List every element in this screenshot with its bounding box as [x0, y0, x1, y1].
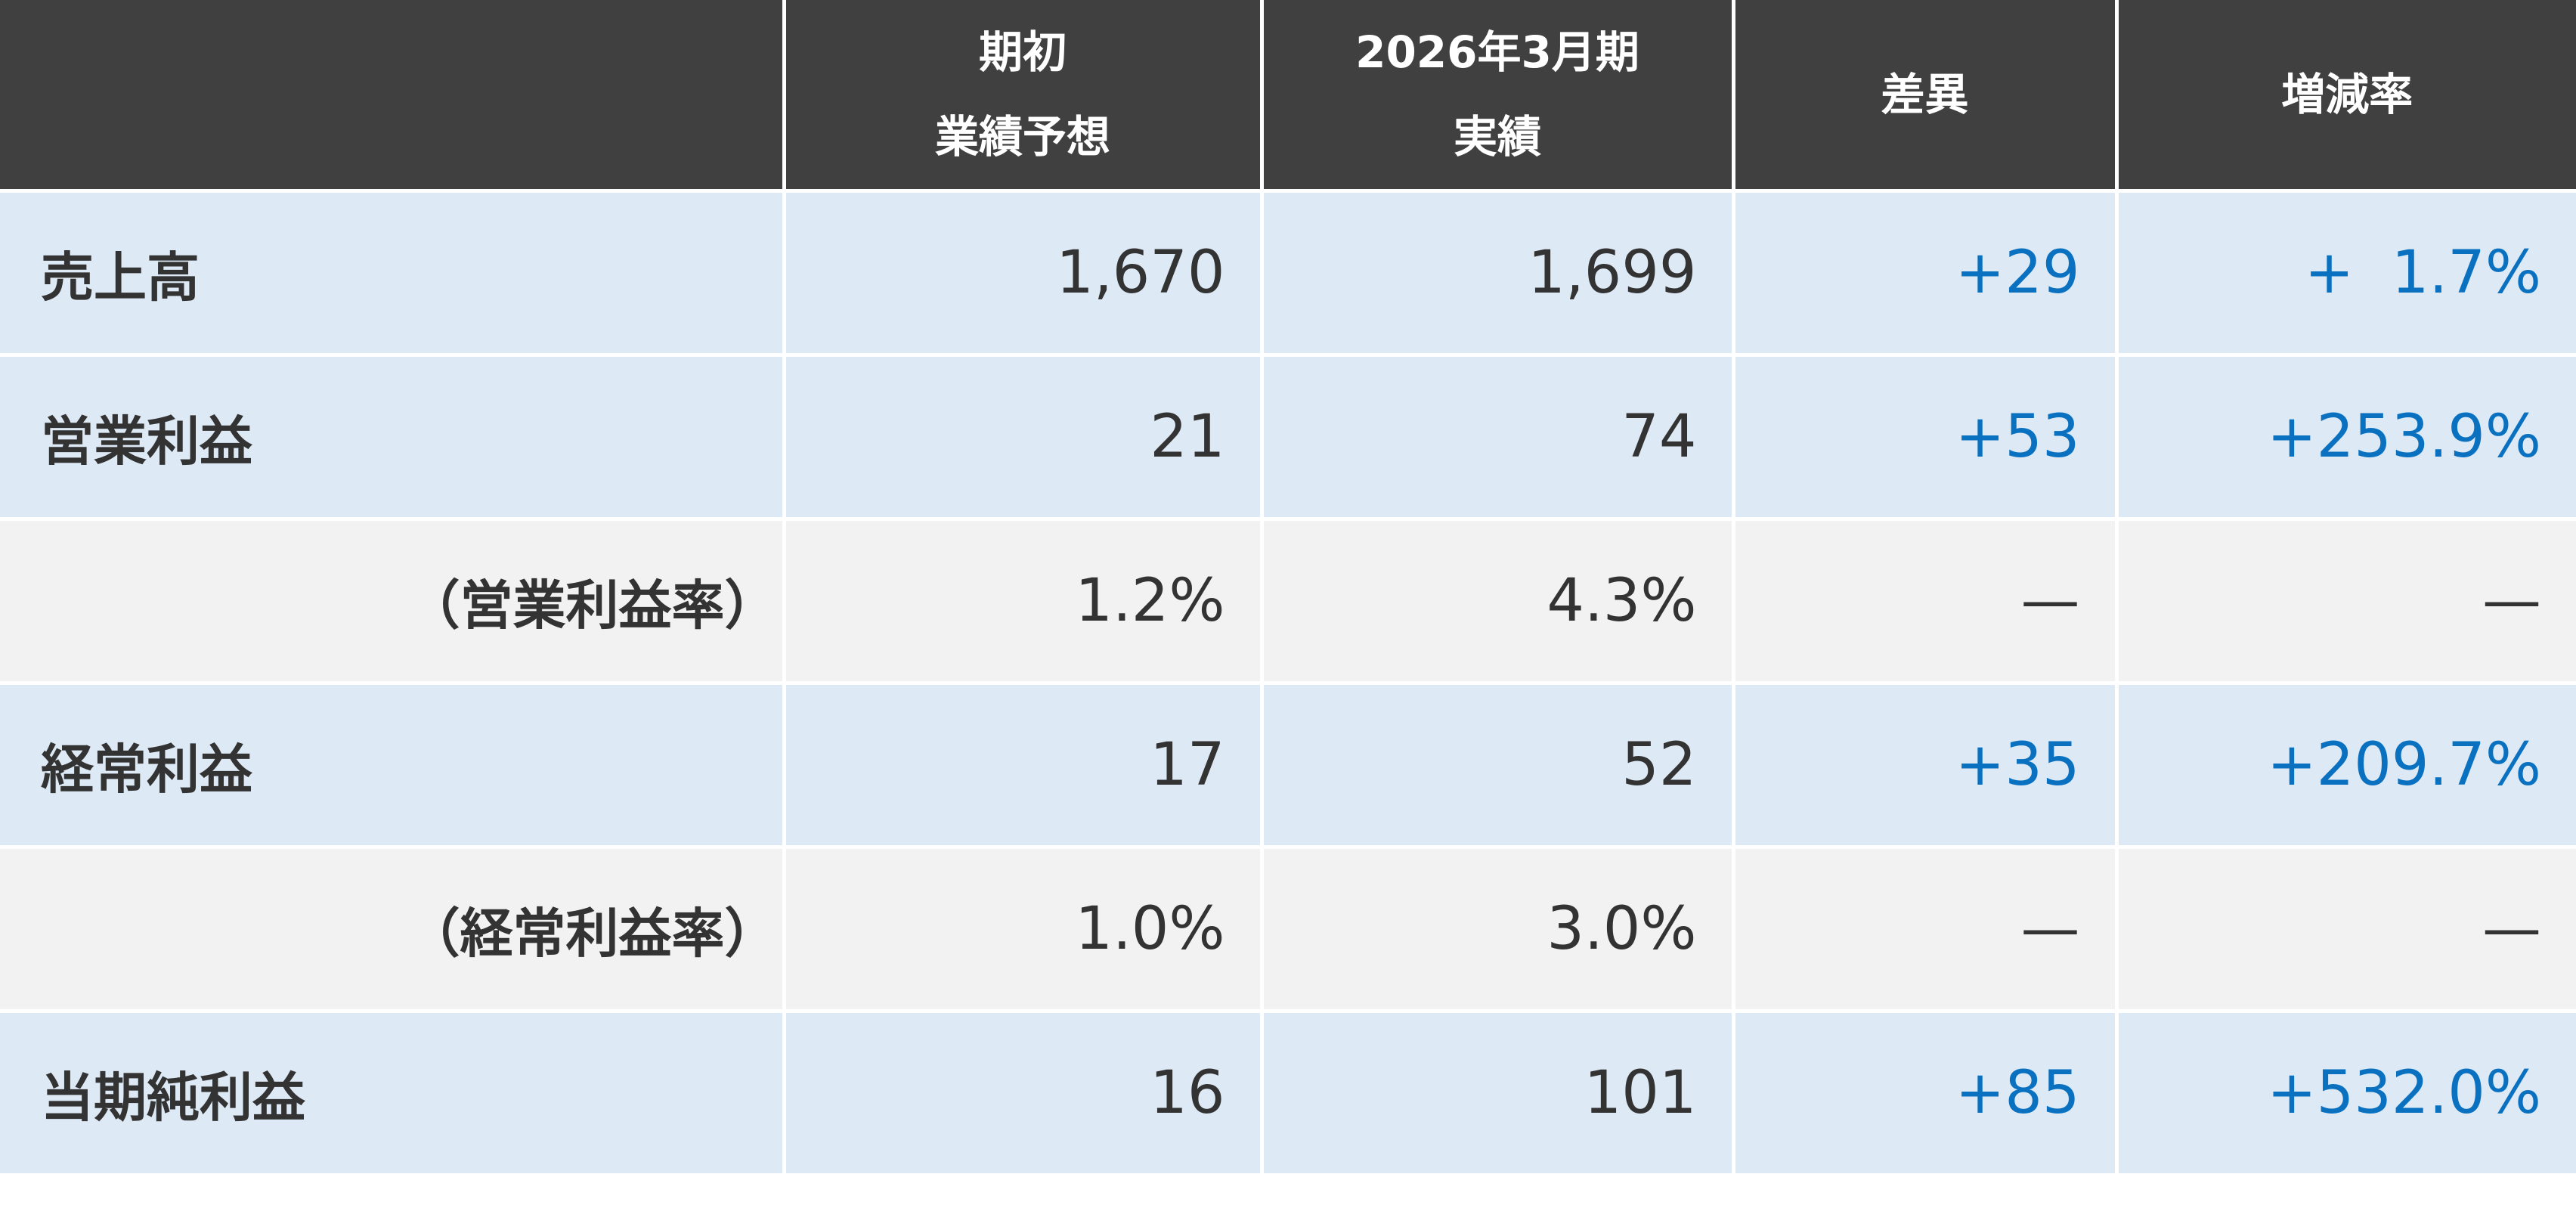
row-label: 経常利益 — [0, 681, 786, 849]
cell: — — [2114, 517, 2576, 685]
cell: 17 — [782, 681, 1264, 849]
header-text: 実績 — [1453, 111, 1541, 163]
cell: 52 — [1259, 681, 1735, 849]
cell: +253.9% — [2114, 353, 2576, 521]
header-text: 増減率 — [2281, 69, 2413, 120]
cell: +209.7% — [2114, 681, 2576, 849]
row-label: 当期純利益 — [0, 1009, 786, 1177]
header-text: 業績予想 — [934, 111, 1110, 163]
header-text: 期初 — [978, 26, 1067, 78]
row: 営業利益 21 74 +53 +253.9% — [0, 353, 2576, 521]
cell: 1.2% — [782, 517, 1264, 685]
cell: 1,670 — [782, 189, 1264, 357]
row-label: 営業利益 — [0, 353, 786, 521]
cell: +29 — [1731, 189, 2119, 357]
cell: — — [2114, 845, 2576, 1013]
header-row: 期初業績予想 2026年3月期 実績 差異 増減率 — [0, 0, 2576, 193]
header-cell: 差異 — [1731, 0, 2119, 193]
row: 当期純利益 16 101 +85 +532.0% — [0, 1009, 2576, 1177]
row-label: （経常利益率） — [0, 845, 786, 1013]
row: 売上高 1,670 1,699 +29 + 1.7% — [0, 189, 2576, 357]
cell: 1,699 — [1259, 189, 1735, 357]
header-cell — [0, 0, 786, 193]
row-label: 売上高 — [0, 189, 786, 357]
cell: +532.0% — [2114, 1009, 2576, 1177]
header-cell: 2026年3月期 実績 — [1259, 0, 1735, 193]
cell: 101 — [1259, 1009, 1735, 1177]
cell: +35 — [1731, 681, 2119, 849]
cell: 74 — [1259, 353, 1735, 521]
cell: + 1.7% — [2114, 189, 2576, 357]
row-label: （営業利益率） — [0, 517, 786, 685]
header-cell: 増減率 — [2114, 0, 2576, 193]
header-cell: 期初 業績予想 — [782, 0, 1264, 193]
row: （経常利益率） 1.0% 3.0% — — — [0, 845, 2576, 1013]
cell: +85 — [1731, 1009, 2119, 1177]
cell: — — [1731, 845, 2119, 1013]
cell: 4.3% — [1259, 517, 1735, 685]
row: 経常利益 17 52 +35 +209.7% — [0, 681, 2576, 849]
cell: +53 — [1731, 353, 2119, 521]
cell: 21 — [782, 353, 1264, 521]
row: （営業利益率） 1.2% 4.3% — — — [0, 517, 2576, 685]
cell: 3.0% — [1259, 845, 1735, 1013]
cell: 16 — [782, 1009, 1264, 1177]
results-table: 期初業績予想 2026年3月期 実績 差異 増減率 売上高 1,670 1,699… — [0, 0, 2576, 1177]
cell: — — [1731, 517, 2119, 685]
cell: 1.0% — [782, 845, 1264, 1013]
header-text: 2026年3月期 — [1355, 26, 1639, 78]
header-text: 差異 — [1881, 69, 1969, 120]
